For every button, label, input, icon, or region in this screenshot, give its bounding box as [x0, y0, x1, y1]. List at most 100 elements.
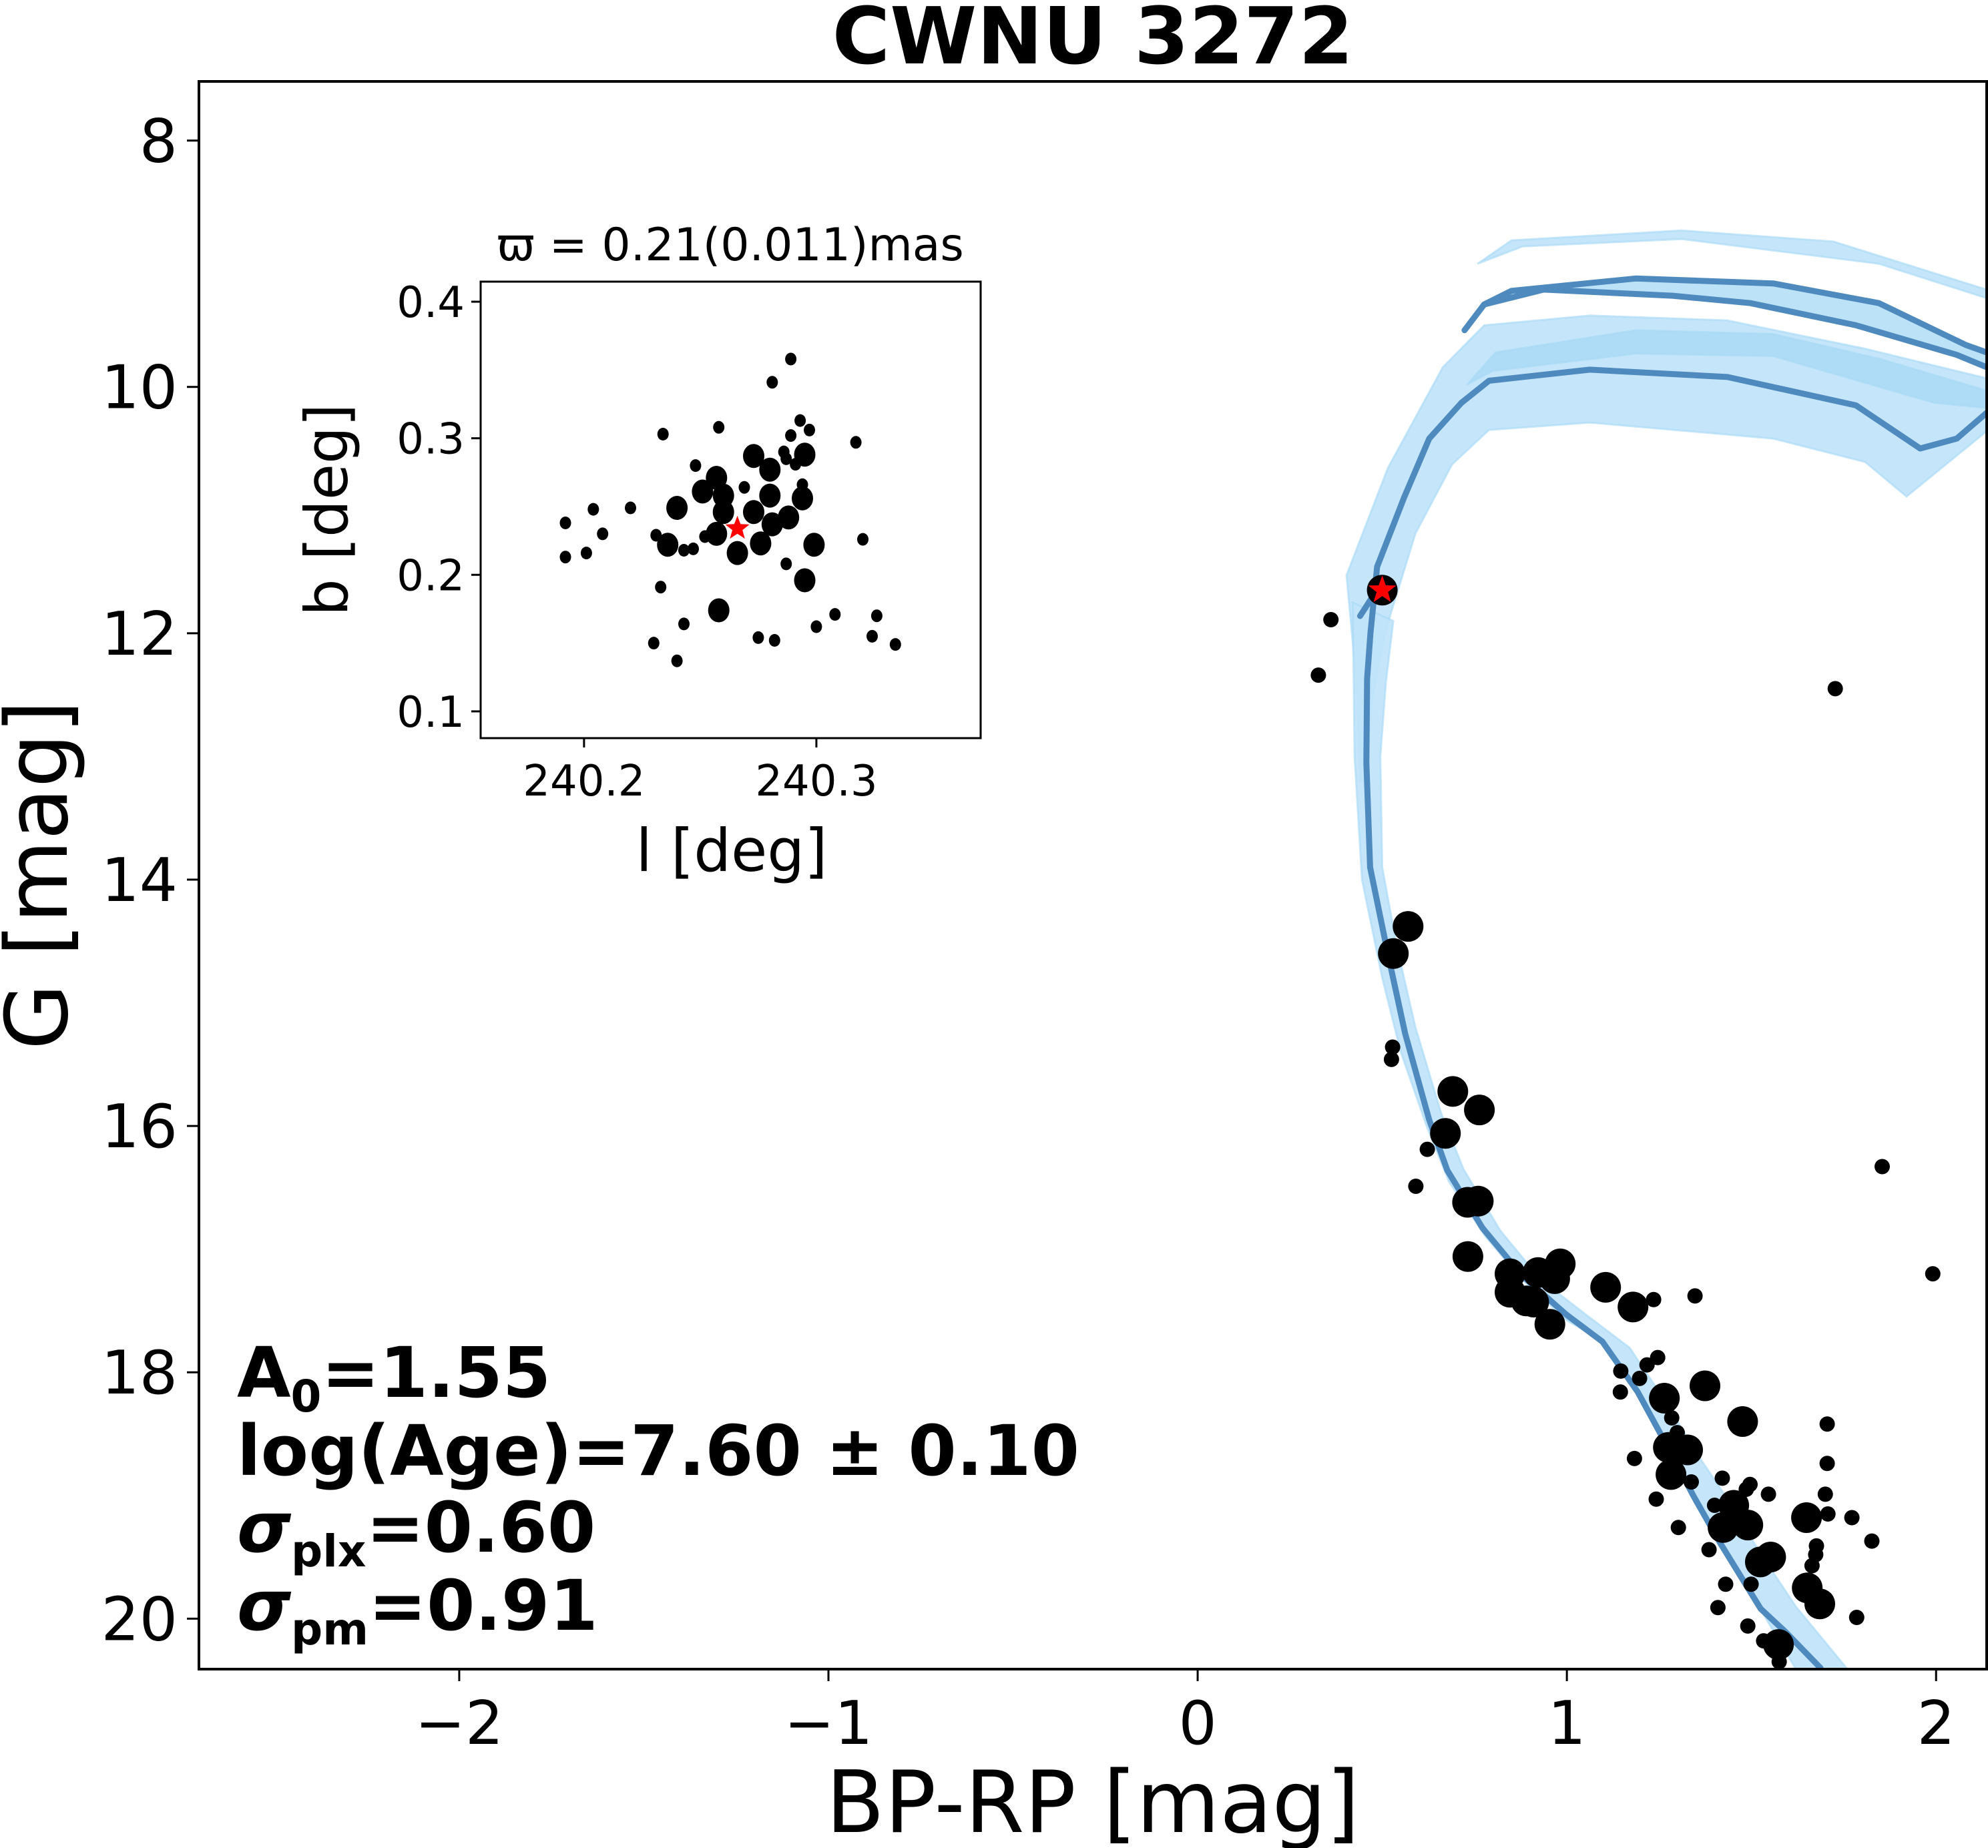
cmd-point: [1763, 1629, 1794, 1660]
inset-point: [871, 609, 883, 623]
inset-point: [804, 423, 815, 436]
inset-point: [678, 544, 690, 557]
inset-point: [790, 458, 802, 471]
main-x-ticks: −2 −1 0 1 2: [415, 1669, 1955, 1759]
inset-point: [690, 459, 702, 473]
inset-point: [688, 542, 699, 555]
cmd-point: [1648, 1491, 1664, 1507]
inset-point: [678, 617, 690, 631]
cmd-point: [1464, 1095, 1495, 1126]
inset-point: [780, 452, 792, 465]
inset-x-axis-label: l [deg]: [636, 816, 828, 885]
main-x-tick-label: −1: [784, 1688, 873, 1759]
inset-point: [738, 481, 750, 494]
inset-point: [743, 500, 764, 525]
cmd-point: [1732, 1510, 1764, 1541]
band-top-faint: [1477, 229, 1987, 300]
main-x-axis-label: BP-RP [mag]: [826, 1753, 1359, 1848]
isochrone-upper-2: [1481, 275, 1987, 356]
cmd-point: [1804, 1558, 1820, 1574]
cmd-point: [1714, 1470, 1730, 1486]
inset-y-axis-label: b [deg]: [292, 404, 361, 616]
cmd-point: [1684, 1474, 1699, 1490]
inset-point: [708, 598, 730, 623]
main-y-tick-label: 12: [101, 599, 178, 669]
inset-y-tick-label: 0.3: [397, 415, 465, 465]
annotation-age-main: log(Age)=7.60 ± 0.10: [237, 1410, 1079, 1492]
cmd-point: [1408, 1179, 1424, 1194]
inset-point: [657, 533, 679, 557]
cmd-point: [1925, 1266, 1941, 1282]
cmd-point: [1791, 1502, 1822, 1533]
cmd-point: [1708, 1512, 1739, 1543]
cmd-point: [1646, 1291, 1662, 1307]
inset-point: [648, 637, 660, 650]
inset-points: [559, 352, 901, 667]
inset-point: [794, 568, 816, 593]
inset-point: [671, 654, 683, 667]
inset-point: [657, 428, 669, 440]
inset-point: [785, 429, 797, 442]
annotation-extinction-value: =1.55: [321, 1332, 551, 1414]
cmd-point: [1613, 1363, 1629, 1379]
inset-point: [587, 503, 599, 516]
inset-point: [759, 457, 781, 482]
main-y-tick-label: 8: [140, 107, 178, 177]
inset-point: [743, 444, 764, 469]
inset-point: [761, 512, 783, 537]
cmd-point: [1626, 1450, 1642, 1466]
inset-point: [750, 531, 772, 556]
inset-point: [792, 486, 813, 511]
annotation-sigma-pm-main: σ: [237, 1565, 292, 1646]
cmd-point: [1383, 1051, 1399, 1067]
inset-point: [752, 631, 764, 644]
inset-y-tick-label: 0.2: [397, 551, 465, 601]
main-x-tick-label: 2: [1917, 1688, 1955, 1759]
inset-axes-frame: [479, 280, 982, 739]
cmd-point: [1393, 911, 1424, 942]
annotation-age: log(Age)=7.60 ± 0.10: [237, 1410, 1079, 1492]
cmd-point: [1419, 1141, 1435, 1157]
cmd-point: [1804, 1588, 1835, 1620]
cmd-point: [1718, 1576, 1734, 1592]
inset-point: [768, 634, 780, 647]
cmd-point: [1539, 1263, 1570, 1294]
annotation-sigma-plx-value: =0.60: [366, 1487, 595, 1568]
inset-point: [706, 521, 728, 546]
cmd-point: [1518, 1287, 1549, 1317]
chart-title: CWNU 3272: [832, 0, 1354, 82]
inset-point: [857, 533, 868, 546]
inset-point: [785, 352, 797, 366]
inset-point: [713, 420, 725, 434]
band-giant-inner: [1466, 329, 1987, 409]
inset-point: [778, 505, 800, 530]
main-axes-frame: [198, 80, 1988, 1670]
cmd-point: [1430, 1118, 1461, 1149]
main-y-tick-label: 10: [101, 353, 178, 423]
inset-point: [597, 527, 609, 541]
annotation-extinction-sub: 0: [291, 1371, 322, 1422]
cmd-point: [1745, 1546, 1776, 1578]
annotation-sigma-plx-main: σ: [237, 1487, 292, 1568]
inset-axes: 240.2 240.3 0.1 0.2 0.3 0.4: [397, 278, 982, 806]
cmd-point: [1760, 1486, 1776, 1502]
main-x-tick-label: 1: [1548, 1688, 1586, 1759]
cmd-point: [1632, 1370, 1648, 1386]
cmd-point: [1534, 1309, 1565, 1340]
inset-point: [559, 517, 571, 529]
cmd-point: [1848, 1610, 1865, 1625]
cmd-point: [1687, 1288, 1703, 1304]
inset-point: [803, 533, 825, 557]
cmd-point: [1864, 1533, 1880, 1549]
cmd-point: [1819, 1456, 1835, 1472]
main-y-axis-label: G [mag]: [0, 700, 87, 1050]
inset-point: [692, 479, 714, 504]
cmd-point: [1656, 1459, 1687, 1490]
inset-y-tick-label: 0.1: [397, 688, 465, 737]
cmd-points: [1310, 575, 1941, 1669]
main-y-ticks: 8 10 12 14 16 18 20: [101, 107, 199, 1654]
main-y-tick-label: 16: [101, 1092, 178, 1162]
inset-point: [712, 500, 734, 525]
cmd-point: [1875, 1159, 1890, 1175]
